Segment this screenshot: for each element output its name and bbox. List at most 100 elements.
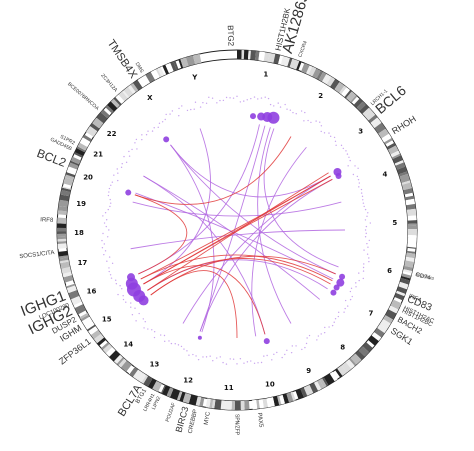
chromosome-band-8 [341,362,352,373]
track-dot [151,329,153,331]
gene-label: POU2AF [165,402,177,423]
track-dot [114,279,117,281]
chromosome-band-14 [113,354,123,364]
chromosome-band-Y [178,59,184,69]
chromosome-band-Y [180,57,189,68]
chromosome-band-8 [362,342,373,353]
track-dot [346,305,349,307]
chromosome-label-6: 6 [387,267,392,275]
track-dot [107,236,109,238]
chromosome-band-16 [70,295,82,306]
track-dot [362,202,365,204]
chromosome-band-X [157,66,165,77]
chromosome-band-5 [407,223,417,226]
chromosome-label-20: 20 [83,173,93,181]
track-dot [334,318,337,320]
track-dot [186,350,188,352]
track-dot [222,361,224,364]
chromosome-band-X [122,90,130,99]
node-circle [330,289,337,296]
link-purple [143,175,321,300]
track-dot [143,327,145,329]
chromosome-band-7 [383,315,394,324]
track-dot [276,351,278,354]
track-dot [320,333,322,335]
track-dot [357,178,360,181]
chromosome-band-15 [90,329,102,340]
chromosome-band-2 [323,74,332,85]
chromosome-band-18 [57,217,67,224]
track-dot [347,165,349,167]
chromosome-band-18 [57,233,67,237]
track-dot [194,101,197,103]
track-dot [105,225,107,228]
track-dot [277,102,279,104]
track-dot [355,286,357,288]
track-dot [136,148,138,150]
chromosome-band-15 [84,321,95,330]
link-red [134,194,188,275]
track-dot [111,181,114,183]
chromosome-band-1 [287,57,293,68]
track-dot [333,136,336,139]
chromosome-band-11 [211,399,216,409]
chromosome-band-4 [386,142,396,150]
chromosome-band-9 [313,381,322,391]
track-dot [188,354,190,356]
chromosome-band-22 [90,123,100,132]
node-circle [267,111,280,124]
track-dot [323,331,326,334]
track-dot [364,219,367,221]
track-dot [144,321,146,323]
chromosome-label-3: 3 [358,128,363,136]
chromosome-band-15 [97,337,107,346]
track-dot [337,311,340,314]
chromosome-band-13 [141,374,149,384]
track-dot [121,288,123,290]
node-circle [336,278,345,287]
track-dot [310,121,312,124]
chromosome-band-14 [102,343,113,354]
chromosome-band-2 [339,85,347,95]
track-dot [319,121,321,123]
link-purple [135,192,334,280]
chromosome-band-20 [70,160,80,166]
gene-label: BTG2 [226,25,236,47]
track-dot [271,359,273,361]
track-dot [107,194,110,197]
chromosome-band-4 [399,173,411,184]
track-dot [273,105,275,107]
track-dot [170,342,173,345]
track-dot [103,222,106,224]
chromosome-band-X [115,94,125,104]
node-circle [333,284,340,291]
link-purple [132,201,342,217]
chromosome-label-7: 7 [369,310,374,318]
link-purple [257,127,292,324]
track-dot [362,270,365,272]
track-dot [284,103,286,106]
track-dot [153,336,156,339]
track-dot [108,191,110,193]
chromosome-band-4 [394,160,404,166]
track-dot [364,208,367,211]
chromosome-band-10 [266,397,275,408]
track-dot [305,342,308,345]
track-dot [117,172,119,174]
node-circle [163,136,170,143]
chromosome-band-10 [258,399,264,409]
chromosome-band-1 [248,50,251,60]
chromosome-band-18 [57,227,67,232]
track-dot [208,96,210,99]
chromosome-band-3 [359,104,370,114]
track-dot [165,113,167,116]
chromosome-band-11 [224,400,232,410]
chromosome-band-5 [405,201,416,206]
scatter-track [101,95,372,365]
track-dot [219,356,221,358]
track-dot [117,179,119,182]
gene-label: RHOH [390,114,418,137]
chromosome-band-X [137,76,148,88]
track-dot [161,121,164,123]
